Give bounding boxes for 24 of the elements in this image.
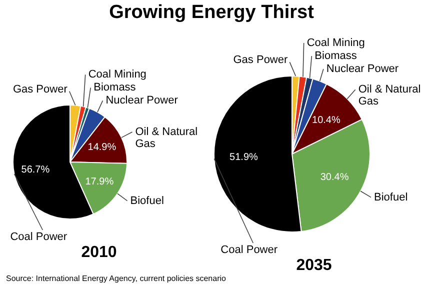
slice-label: Biofuel (374, 191, 408, 204)
data-label: 51.9% (230, 152, 258, 163)
data-label: 10.4% (312, 114, 340, 126)
slice-label: Oil & Natural Gas (135, 126, 198, 150)
slice-label: Biomass (94, 82, 136, 94)
data-label: 17.9% (85, 176, 114, 188)
slice-label: Coal Mining (88, 68, 146, 81)
slice-label: Biomass (314, 50, 358, 62)
text: Growing Energy Thirst (108, 1, 315, 25)
data-label: 56.7% (21, 164, 50, 176)
slice-label: Biofuel (130, 194, 164, 207)
slice-label: Nuclear Power (106, 94, 178, 107)
slice-label: Nuclear Power (326, 62, 399, 75)
data-label: 14.9% (88, 142, 116, 153)
slice-label: Coal Mining (306, 36, 365, 49)
slice-label: Gas Power (12, 83, 68, 96)
text: 2035 (296, 257, 332, 274)
text: 2010 (81, 244, 117, 261)
slice-label: Coal Power (10, 231, 68, 243)
slice-label: Gas Power (233, 54, 288, 66)
source-note: Source: International Energy Agency, current policies scenario (5, 273, 227, 285)
slice-label: Oil & Natural Gas (358, 84, 421, 108)
data-label: 30.4% (320, 172, 349, 184)
slice-label: Coal Power (220, 244, 278, 256)
